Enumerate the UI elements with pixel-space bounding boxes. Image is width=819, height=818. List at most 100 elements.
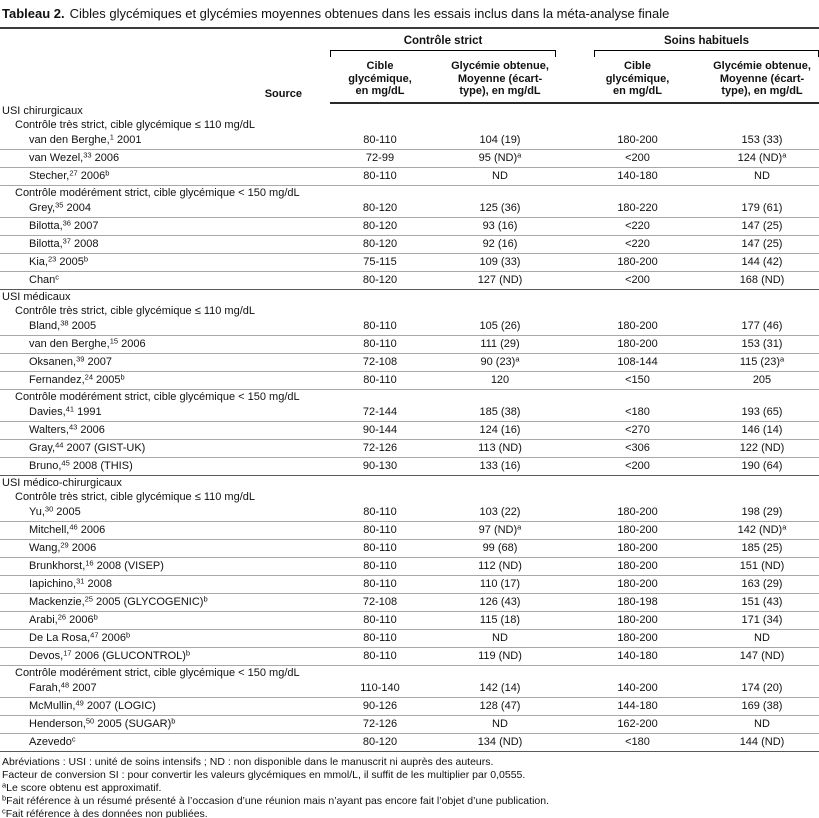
value-cell: 113 (ND) <box>430 439 570 458</box>
value-cell: 80-120 <box>330 235 430 254</box>
value-cell: 80-110 <box>330 629 430 648</box>
group-bracket <box>594 50 819 57</box>
value-cell: 180-200 <box>570 557 705 576</box>
value-cell: 122 (ND) <box>705 439 819 458</box>
value-cell: 115 (23)a <box>705 353 819 372</box>
value-cell: ND <box>430 167 570 186</box>
subsection-row: Contrôle modérément strict, cible glycém… <box>0 389 819 404</box>
subsection-label: Contrôle modérément strict, cible glycém… <box>15 390 300 403</box>
value-cell: 185 (25) <box>705 539 819 558</box>
column-header-cible-habituels: Cible glycémique, en mg/dL <box>570 57 705 104</box>
value-cell: 80-120 <box>330 199 430 218</box>
value-cell: 103 (22) <box>430 503 570 522</box>
value-cell: 185 (38) <box>430 403 570 422</box>
value-cell: ND <box>430 715 570 734</box>
value-cell: 80-120 <box>330 217 430 236</box>
section-row: USI chirurgicaux <box>0 103 819 118</box>
subsection-label: Contrôle modérément strict, cible glycém… <box>15 186 300 199</box>
value-cell: <270 <box>570 421 705 440</box>
value-cell: 128 (47) <box>430 697 570 716</box>
table-row: van Wezel,33 2006 72-99 95 (ND)a <200 124 (N… <box>0 149 819 168</box>
value-cell: 80-120 <box>330 733 430 752</box>
table-row: Kia,23 2005b 75-115 109 (33) 180-200 144 (42… <box>0 253 819 272</box>
table-row: Bruno,45 2008 (THIS) 90-130 133 (16) <200 19… <box>0 457 819 476</box>
value-cell: 80-110 <box>330 335 430 354</box>
value-cell: 144 (42) <box>705 253 819 272</box>
value-cell: 80-110 <box>330 611 430 630</box>
value-cell: 193 (65) <box>705 403 819 422</box>
subsection-row: Contrôle très strict, cible glycémique ≤… <box>0 304 819 318</box>
source-cell: Bruno,45 2008 (THIS) <box>0 457 330 476</box>
value-cell: 110-140 <box>330 679 430 698</box>
subsection-row: Contrôle modérément strict, cible glycém… <box>0 185 819 200</box>
value-cell: 153 (33) <box>705 131 819 150</box>
subsection-row: Contrôle très strict, cible glycémique ≤… <box>0 490 819 504</box>
glycemia-table: Source Contrôle strict Soins habituels C… <box>0 29 819 752</box>
value-cell: 174 (20) <box>705 679 819 698</box>
source-cell: Brunkhorst,16 2008 (VISEP) <box>0 557 330 576</box>
table-caption: Cibles glycémiques et glycémies moyennes… <box>69 6 670 21</box>
value-cell: 142 (14) <box>430 679 570 698</box>
source-cell: Chanc <box>0 271 330 290</box>
table-row: Bilotta,36 2007 80-120 93 (16) <220 147 (25) <box>0 217 819 236</box>
group-label-controle-strict: Contrôle strict <box>403 35 483 47</box>
table-row: Bilotta,37 2008 80-120 92 (16) <220 147 (25) <box>0 235 819 254</box>
value-cell: 180-200 <box>570 521 705 540</box>
table-row: Arabi,26 2006b 80-110 115 (18) 180-200 171 (… <box>0 611 819 630</box>
subsection-label: Contrôle très strict, cible glycémique ≤… <box>15 118 255 131</box>
table-row: Brunkhorst,16 2008 (VISEP) 80-110 112 (ND)… <box>0 557 819 576</box>
value-cell: 147 (ND) <box>705 647 819 666</box>
table-number: Tableau 2. <box>2 6 65 21</box>
subsection-label: Contrôle modérément strict, cible glycém… <box>15 666 300 679</box>
value-cell: 93 (16) <box>430 217 570 236</box>
value-cell: 180-220 <box>570 199 705 218</box>
value-cell: 140-200 <box>570 679 705 698</box>
value-cell: 72-144 <box>330 403 430 422</box>
value-cell: 180-200 <box>570 539 705 558</box>
table-title: Tableau 2. Cibles glycémiques et glycémie… <box>0 0 819 29</box>
source-cell: Bland,38 2005 <box>0 317 330 336</box>
value-cell: <200 <box>570 457 705 476</box>
table-row: Stecher,27 2006b 80-110 ND 140-180 ND <box>0 167 819 186</box>
table-row: Bland,38 2005 80-110 105 (26) 180-200 177 (4… <box>0 317 819 336</box>
value-cell: 180-200 <box>570 253 705 272</box>
footnotes: Abréviations : USI : unité de soins inte… <box>0 752 819 818</box>
source-cell: Wang,29 2006 <box>0 539 330 558</box>
value-cell: 153 (31) <box>705 335 819 354</box>
subsection-label: Contrôle très strict, cible glycémique ≤… <box>15 490 255 503</box>
value-cell: 177 (46) <box>705 317 819 336</box>
source-cell: Devos,17 2006 (GLUCONTROL)b <box>0 647 330 666</box>
value-cell: 205 <box>705 371 819 390</box>
value-cell: 144-180 <box>570 697 705 716</box>
value-cell: 80-110 <box>330 131 430 150</box>
value-cell: 180-198 <box>570 593 705 612</box>
value-cell: 119 (ND) <box>430 647 570 666</box>
value-cell: ND <box>705 167 819 186</box>
section-label: USI médicaux <box>2 290 71 303</box>
footnote-line: Facteur de conversion SI : pour converti… <box>2 768 526 781</box>
value-cell: 80-120 <box>330 271 430 290</box>
footnote-line: cFait référence à des données non publié… <box>2 806 208 818</box>
value-cell: 80-110 <box>330 647 430 666</box>
value-cell: 120 <box>430 371 570 390</box>
value-cell: 147 (25) <box>705 235 819 254</box>
value-cell: 151 (ND) <box>705 557 819 576</box>
value-cell: 134 (ND) <box>430 733 570 752</box>
column-header-cible-strict: Cible glycémique, en mg/dL <box>330 57 430 104</box>
value-cell: 105 (26) <box>430 317 570 336</box>
value-cell: <220 <box>570 217 705 236</box>
value-cell: 80-110 <box>330 539 430 558</box>
source-column-header: Source <box>264 87 302 100</box>
table-row: van den Berghe,15 2006 80-110 111 (29) 180-… <box>0 335 819 354</box>
table-row: De La Rosa,47 2006b 80-110 ND 180-200 ND <box>0 629 819 648</box>
source-cell: Walters,43 2006 <box>0 421 330 440</box>
value-cell: 95 (ND)a <box>430 149 570 168</box>
table-row: Iapichino,31 2008 80-110 110 (17) 180-200 16… <box>0 575 819 594</box>
table-header: Source Contrôle strict Soins habituels C… <box>0 29 819 104</box>
value-cell: ND <box>705 629 819 648</box>
value-cell: ND <box>430 629 570 648</box>
value-cell: 112 (ND) <box>430 557 570 576</box>
source-cell: Arabi,26 2006b <box>0 611 330 630</box>
value-cell: 90-126 <box>330 697 430 716</box>
